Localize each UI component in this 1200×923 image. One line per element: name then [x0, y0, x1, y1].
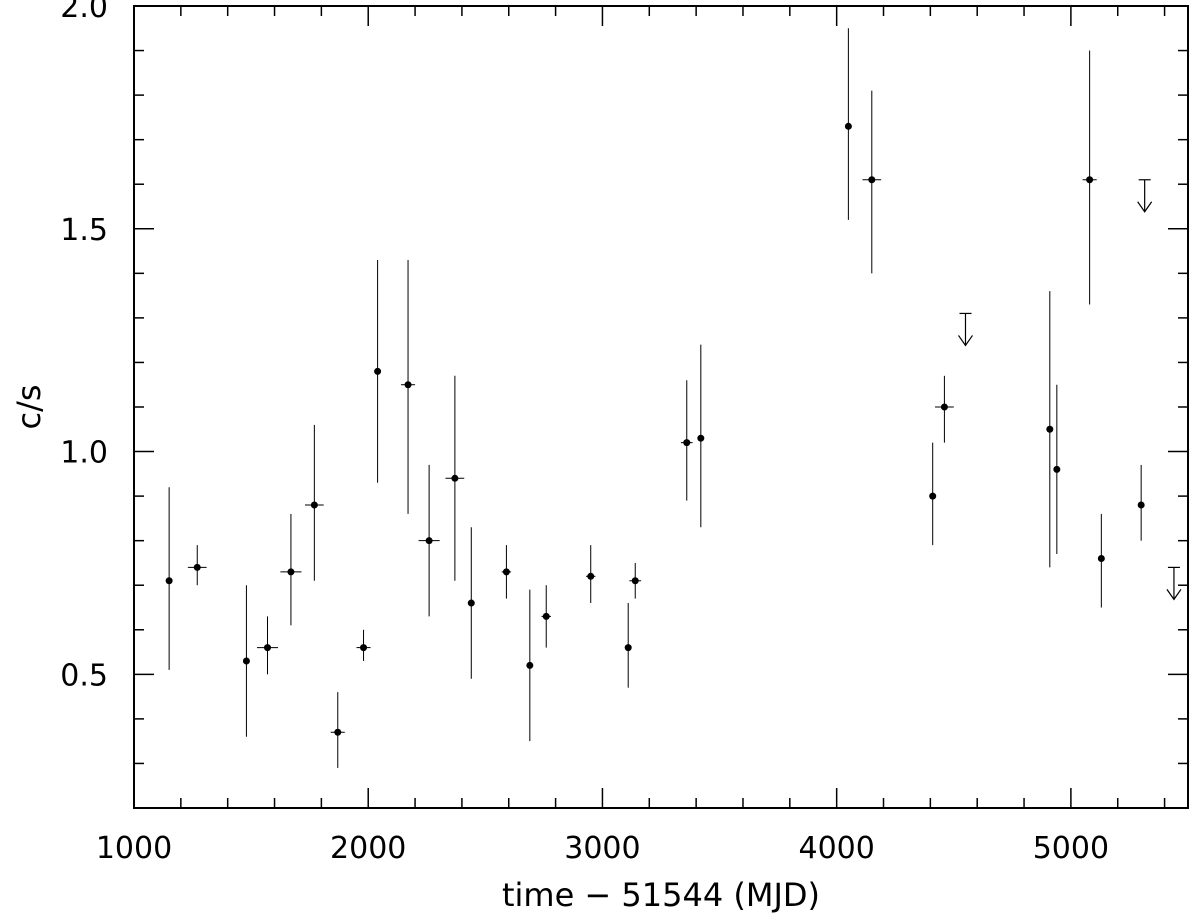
y-tick-label: 2.0	[60, 0, 108, 25]
data-points	[165, 122, 1145, 736]
data-point	[334, 728, 342, 736]
error-bars	[168, 28, 1142, 768]
x-tick-label: 5000	[1033, 831, 1109, 866]
y-tick-label: 1.0	[60, 436, 108, 471]
upper-limits	[957, 179, 1182, 601]
upper-limit-arrow	[1137, 179, 1153, 213]
data-point	[264, 644, 272, 652]
tick-labels: 1000 2000 3000 4000 5000 0.5 1.0 1.5 2.0	[60, 0, 1109, 866]
data-point	[374, 367, 382, 375]
x-axis-label: time − 51544 (MJD)	[502, 876, 820, 914]
upper-limit-arrow	[1166, 566, 1182, 601]
data-point	[868, 176, 876, 184]
data-point	[242, 657, 250, 665]
plot-frame	[133, 5, 1189, 809]
data-point	[451, 474, 459, 482]
data-point	[940, 403, 948, 411]
data-point	[193, 563, 201, 571]
data-point	[310, 501, 318, 509]
x-tick-label: 2000	[330, 831, 406, 866]
data-point	[1046, 425, 1054, 433]
x-tick-label: 4000	[798, 831, 874, 866]
data-point	[467, 599, 475, 607]
data-point	[631, 577, 639, 585]
data-point	[360, 644, 368, 652]
data-point	[697, 434, 705, 442]
data-point	[587, 572, 595, 580]
data-point	[1086, 176, 1094, 184]
data-point	[502, 568, 510, 576]
upper-limit-head	[957, 335, 973, 347]
upper-limit-head	[1137, 201, 1153, 213]
x-tick-label: 1000	[96, 831, 172, 866]
data-point	[165, 577, 173, 585]
data-point	[404, 381, 412, 389]
data-point	[1097, 554, 1105, 562]
data-point	[929, 492, 937, 500]
upper-limit-arrow	[957, 312, 973, 347]
data-point	[624, 644, 632, 652]
data-point	[683, 439, 691, 447]
x-tick-label: 3000	[564, 831, 640, 866]
upper-limit-head	[1166, 589, 1182, 601]
data-point	[844, 122, 852, 130]
data-point	[526, 661, 534, 669]
axis-ticks	[133, 5, 1188, 809]
y-axis-label: c/s	[10, 384, 48, 429]
data-point	[542, 612, 550, 620]
y-tick-label: 1.5	[60, 213, 108, 248]
y-tick-label: 0.5	[60, 658, 108, 693]
data-point	[1053, 465, 1061, 473]
data-point	[425, 537, 433, 545]
data-point	[287, 568, 295, 576]
data-point	[1137, 501, 1145, 509]
